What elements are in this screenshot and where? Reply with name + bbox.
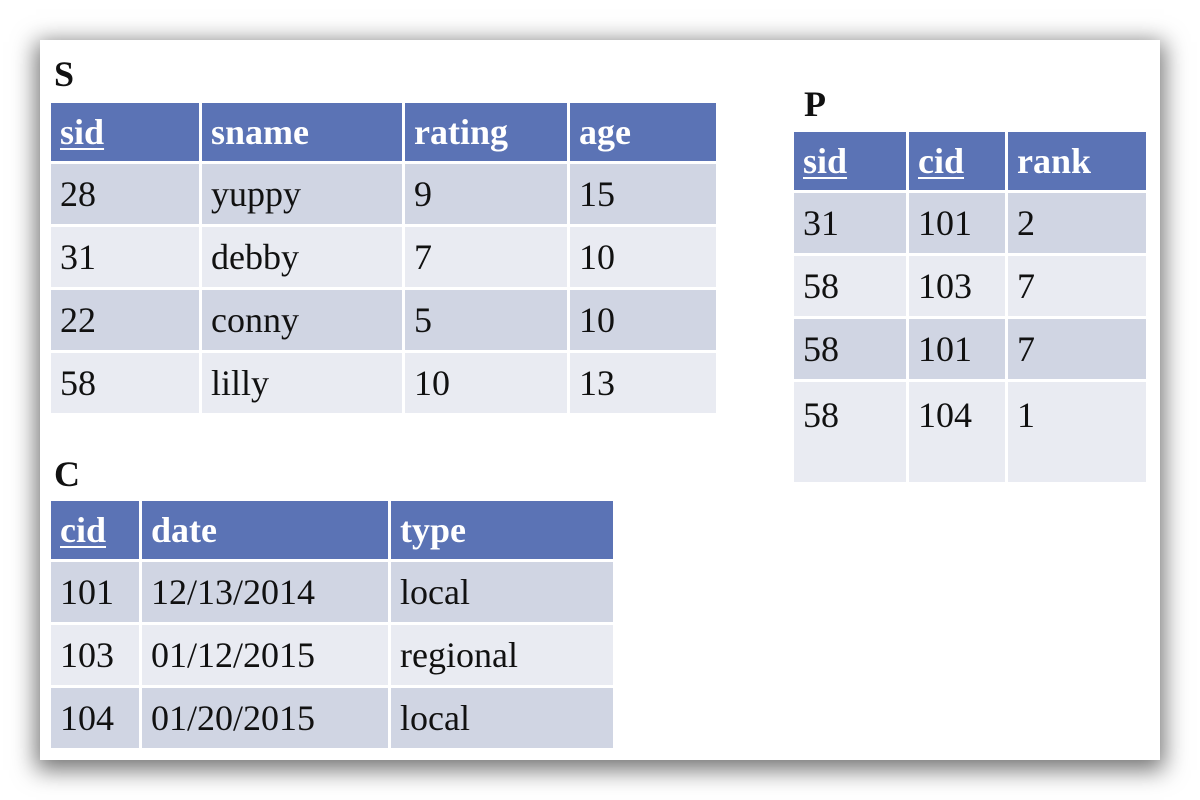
table-cell: 28 [51,164,199,224]
relation-p-title: P [804,84,826,124]
table-cell: 103 [909,256,1005,316]
table-cell: 01/12/2015 [142,625,388,685]
table-row: 58 101 7 [794,319,1146,379]
table-cell: 101 [909,193,1005,253]
column-header-age: age [570,103,716,161]
relation-c-title: C [54,454,80,494]
table-cell: 104 [51,688,139,748]
table-cell: 7 [405,227,567,287]
column-header-sname: sname [202,103,402,161]
table-cell: lilly [202,353,402,413]
column-header-sid: sid [794,132,906,190]
table-cell: 5 [405,290,567,350]
table-cell: 9 [405,164,567,224]
table-cell: 7 [1008,319,1146,379]
table-cell: 10 [570,227,716,287]
table-cell: local [391,688,613,748]
table-cell: 15 [570,164,716,224]
table-row: 58 103 7 [794,256,1146,316]
table-cell: yuppy [202,164,402,224]
table-cell: 103 [51,625,139,685]
column-header-rating: rating [405,103,567,161]
table-cell: 31 [51,227,199,287]
table-cell: local [391,562,613,622]
relation-s-title: S [54,54,75,94]
table-row: 58 lilly 10 13 [51,353,716,413]
table-cell: 1 [1008,382,1146,482]
column-header-date: date [142,501,388,559]
table-cell: 58 [51,353,199,413]
table-cell: 31 [794,193,906,253]
table-row: 22 conny 5 10 [51,290,716,350]
table-row: 103 01/12/2015 regional [51,625,613,685]
table-cell: 13 [570,353,716,413]
table-cell: 10 [570,290,716,350]
table-cell: 58 [794,256,906,316]
table-cell: 10 [405,353,567,413]
table-cell: 101 [909,319,1005,379]
table-row: 101 12/13/2014 local [51,562,613,622]
table-row: 28 yuppy 9 15 [51,164,716,224]
column-header-cid: cid [909,132,1005,190]
table-cell: 101 [51,562,139,622]
relation-p-table: sid cid rank 31 101 2 58 103 7 58 101 7 [791,129,1149,485]
table-row: 104 01/20/2015 local [51,688,613,748]
table-cell: 12/13/2014 [142,562,388,622]
table-cell: 2 [1008,193,1146,253]
table-header-row: cid date type [51,501,613,559]
table-row: 31 101 2 [794,193,1146,253]
table-cell: 22 [51,290,199,350]
table-cell: regional [391,625,613,685]
table-cell: 7 [1008,256,1146,316]
table-cell: 58 [794,382,906,482]
table-cell: conny [202,290,402,350]
column-header-sid: sid [51,103,199,161]
table-cell: 104 [909,382,1005,482]
table-cell: 58 [794,319,906,379]
table-row: 31 debby 7 10 [51,227,716,287]
column-header-type: type [391,501,613,559]
slide-card: S sid sname rating age 28 yuppy 9 15 31 … [40,40,1160,760]
column-header-rank: rank [1008,132,1146,190]
relation-c-table: cid date type 101 12/13/2014 local 103 0… [48,498,616,751]
column-header-cid: cid [51,501,139,559]
table-row: 58 104 1 [794,382,1146,482]
table-cell: debby [202,227,402,287]
relation-s-table: sid sname rating age 28 yuppy 9 15 31 de… [48,100,719,416]
table-header-row: sid sname rating age [51,103,716,161]
table-header-row: sid cid rank [794,132,1146,190]
table-cell: 01/20/2015 [142,688,388,748]
